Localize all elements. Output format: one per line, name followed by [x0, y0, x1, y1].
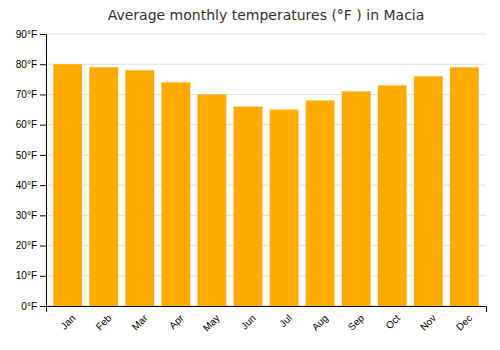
- bar: [270, 110, 299, 306]
- x-axis: Jan Feb Mar Apr May Jun Jul Aug Sep Oct Nov Dec: [47, 307, 487, 334]
- y-tick-mark: [40, 64, 46, 65]
- y-tick-label: 50°F: [16, 150, 37, 161]
- y-tick-label: 70°F: [16, 89, 37, 100]
- x-tick: Feb: [94, 312, 114, 332]
- y-axis: 0°F 10°F 20°F 30°F 40°F 50°F 60°F 70°F 80°F 90°F: [16, 29, 47, 312]
- x-tick: Mar: [130, 312, 150, 332]
- bar: [125, 70, 154, 306]
- y-tick-label: 60°F: [16, 119, 37, 130]
- x-tick-label: Feb: [94, 312, 114, 332]
- y-tick-mark: [40, 155, 46, 156]
- x-tick-label: Dec: [454, 312, 474, 332]
- x-tick-label: Jan: [58, 312, 77, 331]
- y-tick-label: 30°F: [16, 210, 37, 221]
- x-tick-label: Jul: [277, 312, 294, 329]
- y-axis-line: [40, 35, 47, 307]
- x-tick: Apr: [167, 312, 186, 331]
- bar: [234, 107, 263, 306]
- bar: [378, 85, 407, 306]
- x-tick: Jun: [239, 312, 258, 331]
- y-tick: 50°F: [16, 150, 46, 161]
- x-tick-label: Nov: [418, 312, 438, 332]
- y-tick-label: 0°F: [21, 301, 37, 312]
- x-tick-label: May: [201, 312, 222, 333]
- grid: [46, 34, 486, 306]
- bar: [197, 94, 226, 306]
- y-tick-mark: [40, 185, 46, 186]
- x-tick: May: [201, 312, 222, 333]
- bar: [161, 82, 190, 306]
- x-tick: Sep: [346, 312, 367, 333]
- y-tick-mark: [40, 306, 46, 307]
- y-tick-mark: [40, 34, 46, 35]
- y-tick: 10°F: [16, 270, 46, 281]
- y-tick: 0°F: [21, 301, 46, 312]
- x-tick: Jan: [58, 312, 77, 331]
- x-tick-label: Sep: [346, 312, 367, 333]
- y-tick: 60°F: [16, 119, 46, 130]
- x-axis-line: [47, 307, 487, 313]
- y-tick-label: 20°F: [16, 240, 37, 251]
- bar: [414, 76, 443, 306]
- x-tick: Aug: [310, 312, 330, 332]
- y-tick-mark: [40, 276, 46, 277]
- grid-line: [46, 34, 486, 35]
- bar: [53, 64, 82, 306]
- bar: [342, 91, 371, 306]
- y-tick: 90°F: [16, 29, 46, 40]
- y-tick-label: 80°F: [16, 59, 37, 70]
- x-tick-label: Apr: [167, 312, 186, 331]
- x-tick-label: Jun: [239, 312, 258, 331]
- grid-line: [46, 64, 486, 65]
- x-tick-label: Oct: [383, 312, 402, 331]
- y-tick-mark: [40, 125, 46, 126]
- bar: [450, 67, 479, 306]
- y-tick-mark: [40, 246, 46, 247]
- x-tick: Dec: [454, 312, 474, 332]
- x-tick: Oct: [383, 312, 402, 331]
- y-tick-label: 40°F: [16, 180, 37, 191]
- x-tick-label: Mar: [130, 312, 150, 332]
- y-tick-mark: [40, 94, 46, 95]
- x-tick-label: Aug: [310, 312, 330, 332]
- y-tick: 80°F: [16, 59, 46, 70]
- y-tick: 70°F: [16, 89, 46, 100]
- bars: [53, 64, 479, 306]
- y-tick-label: 10°F: [16, 270, 37, 281]
- y-tick: 30°F: [16, 210, 46, 221]
- bar: [89, 67, 118, 306]
- chart: 0°F 10°F 20°F 30°F 40°F 50°F 60°F 70°F 80°F 90°F J…: [0, 0, 500, 350]
- bar: [306, 100, 335, 306]
- y-tick: 20°F: [16, 240, 46, 251]
- plot: 0°F 10°F 20°F 30°F 40°F 50°F 60°F 70°F 80°F 90°F J…: [16, 29, 487, 334]
- y-tick: 40°F: [16, 180, 46, 191]
- x-tick: Jul: [277, 312, 294, 329]
- y-tick-label: 90°F: [16, 29, 37, 40]
- title: Average monthly temperatures (°F ) in Ma…: [108, 7, 425, 23]
- x-tick: Nov: [418, 312, 438, 332]
- y-tick-mark: [40, 215, 46, 216]
